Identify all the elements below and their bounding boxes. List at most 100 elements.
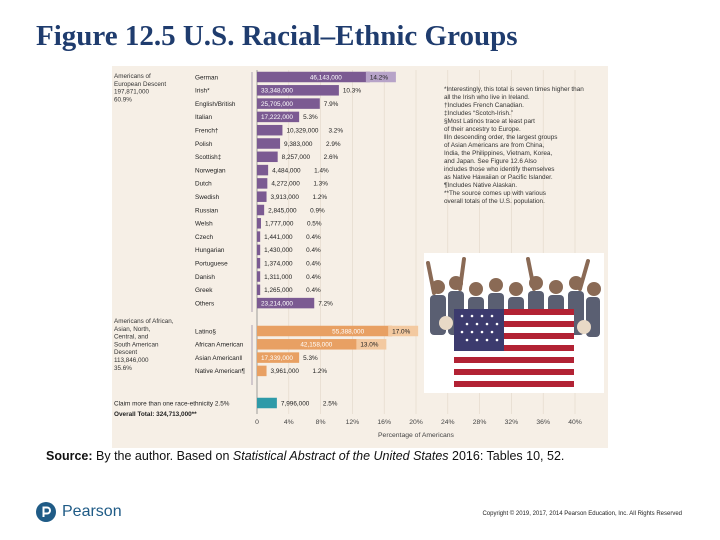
bar [257,71,370,83]
x-tick-label: 8% [316,419,326,426]
pct-highlight [388,325,419,337]
pct-label: 1.2% [313,194,328,201]
footnote-line: **The source comes up with various [444,190,546,197]
category-label: Norwegian [195,167,226,174]
category-label: Dutch [195,181,212,188]
bar [257,297,315,309]
pct-label: 2.9% [326,141,341,148]
count-label: 4,272,000 [271,181,300,188]
source-title: Statistical Abstract of the United State… [232,449,449,463]
x-tick-label: 28% [473,419,487,426]
bar [257,339,361,350]
footnote-line: all the Irish who live in Ireland. [444,94,530,101]
footnote-line: of Asian Americans are from China, [444,142,545,149]
count-label: 55,388,000 [332,328,364,335]
count-label: 10,329,000 [286,128,318,135]
category-label: Portuguese [195,261,228,268]
overall-total: Overall Total: 324,713,000** [114,411,197,418]
slide-title: Figure 12.5 U.S. Racial–Ethnic Groups [36,20,518,52]
count-label: 1,777,000 [265,221,294,228]
pct-label: 1.3% [313,181,328,188]
category-label: German [195,74,219,81]
bar [257,204,265,216]
category-label: Latino§ [195,328,216,335]
x-tick-label: 32% [505,419,519,426]
pct-label: 0.4% [306,234,321,241]
count-label: 4,484,000 [272,167,301,174]
pct-label: 0.5% [307,221,322,228]
category-label: Italian [195,114,212,121]
count-label: 8,257,000 [282,154,311,161]
footnote-line: §Most Latinos trace at least part [444,118,535,125]
source-label: Source: [46,449,93,463]
count-label: 42,158,000 [300,342,332,349]
count-label: 46,143,000 [310,74,342,81]
bar [257,138,281,149]
footnote-line: ‖In descending order, the largest groups [444,134,558,141]
pct-label: 0.9% [310,207,325,214]
pct-label: 0.4% [306,247,321,254]
x-tick-label: 36% [536,419,550,426]
footnote-line: ‡Includes “Scotch-Irish.” [444,110,513,117]
european-group-label: Americans of [114,73,151,80]
footnote-line: and Japan. See Figure 12.6 Also [444,158,537,165]
bar [257,218,261,229]
bar [257,164,269,176]
pct-label: 0.4% [306,261,321,268]
pearson-wordmark: Pearson [62,503,122,520]
pct-label: 5.3% [303,114,318,121]
footnote-line: ¶Includes Native Alaskan. [444,182,518,189]
count-label: 23,214,000 [261,300,293,307]
x-tick-label: 20% [409,419,423,426]
pct-label: 7.9% [324,101,339,108]
category-label: Welsh [195,221,213,228]
bar [257,271,261,282]
source-note: Source: By the author. Based on Statisti… [46,449,564,463]
source-text-pre: By the author. Based on [92,449,233,463]
pct-label: 10.3% [343,88,361,95]
people-with-flag-photo [424,253,604,393]
source-text-post: 2016: Tables 10, 52. [448,449,565,463]
count-label: 17,222,000 [261,114,293,121]
bar [257,85,339,96]
count-label: 1,311,000 [264,274,292,281]
bar [257,244,261,256]
x-tick-label: 12% [346,419,360,426]
other-group-label: Central, and [114,334,149,341]
x-tick-label: 24% [441,419,455,426]
category-label: Czech [195,234,214,241]
footnote-line: as Native Hawaiian or Pacific Islander. [444,174,553,181]
count-label: 33,348,000 [261,88,293,95]
category-label: Danish [195,274,215,281]
pct-label: 14.2% [370,74,388,81]
bar [257,284,261,296]
category-label: English/British [195,101,236,108]
bar [257,178,268,189]
count-label: 3,961,000 [271,368,300,375]
count-label: 3,913,000 [271,194,300,201]
count-label: 1,441,000 [264,234,293,241]
count-label: 1,430,000 [264,247,293,254]
category-label: Scottish‡ [195,154,222,161]
pearson-logo: Pearson [36,502,122,522]
other-group-label: 113,846,000 [114,357,149,364]
other-group-label: Asian, North, [114,326,151,333]
bar [257,231,261,242]
category-label: Greek [195,287,213,294]
european-group-label: 197,871,000 [114,89,150,96]
copyright-notice: Copyright © 2019, 2017, 2014 Pearson Edu… [482,511,682,517]
category-label: Irish* [195,88,210,95]
x-tick-label: 0 [255,419,259,426]
bar [257,365,267,377]
count-label: 25,705,000 [261,101,293,108]
category-label: Swedish [195,194,220,201]
category-label: Native American¶ [195,368,246,375]
european-group-label: 60.9% [114,96,132,103]
pct-label: 17.0% [392,328,410,335]
x-axis-title: Percentage of Americans [378,432,455,439]
footnote-line: †Includes French Canadian. [444,102,524,109]
european-group-label: European Descent [114,81,166,88]
us-flag-icon [454,309,574,389]
count-label: 1,265,000 [264,287,293,294]
bar [257,111,300,123]
